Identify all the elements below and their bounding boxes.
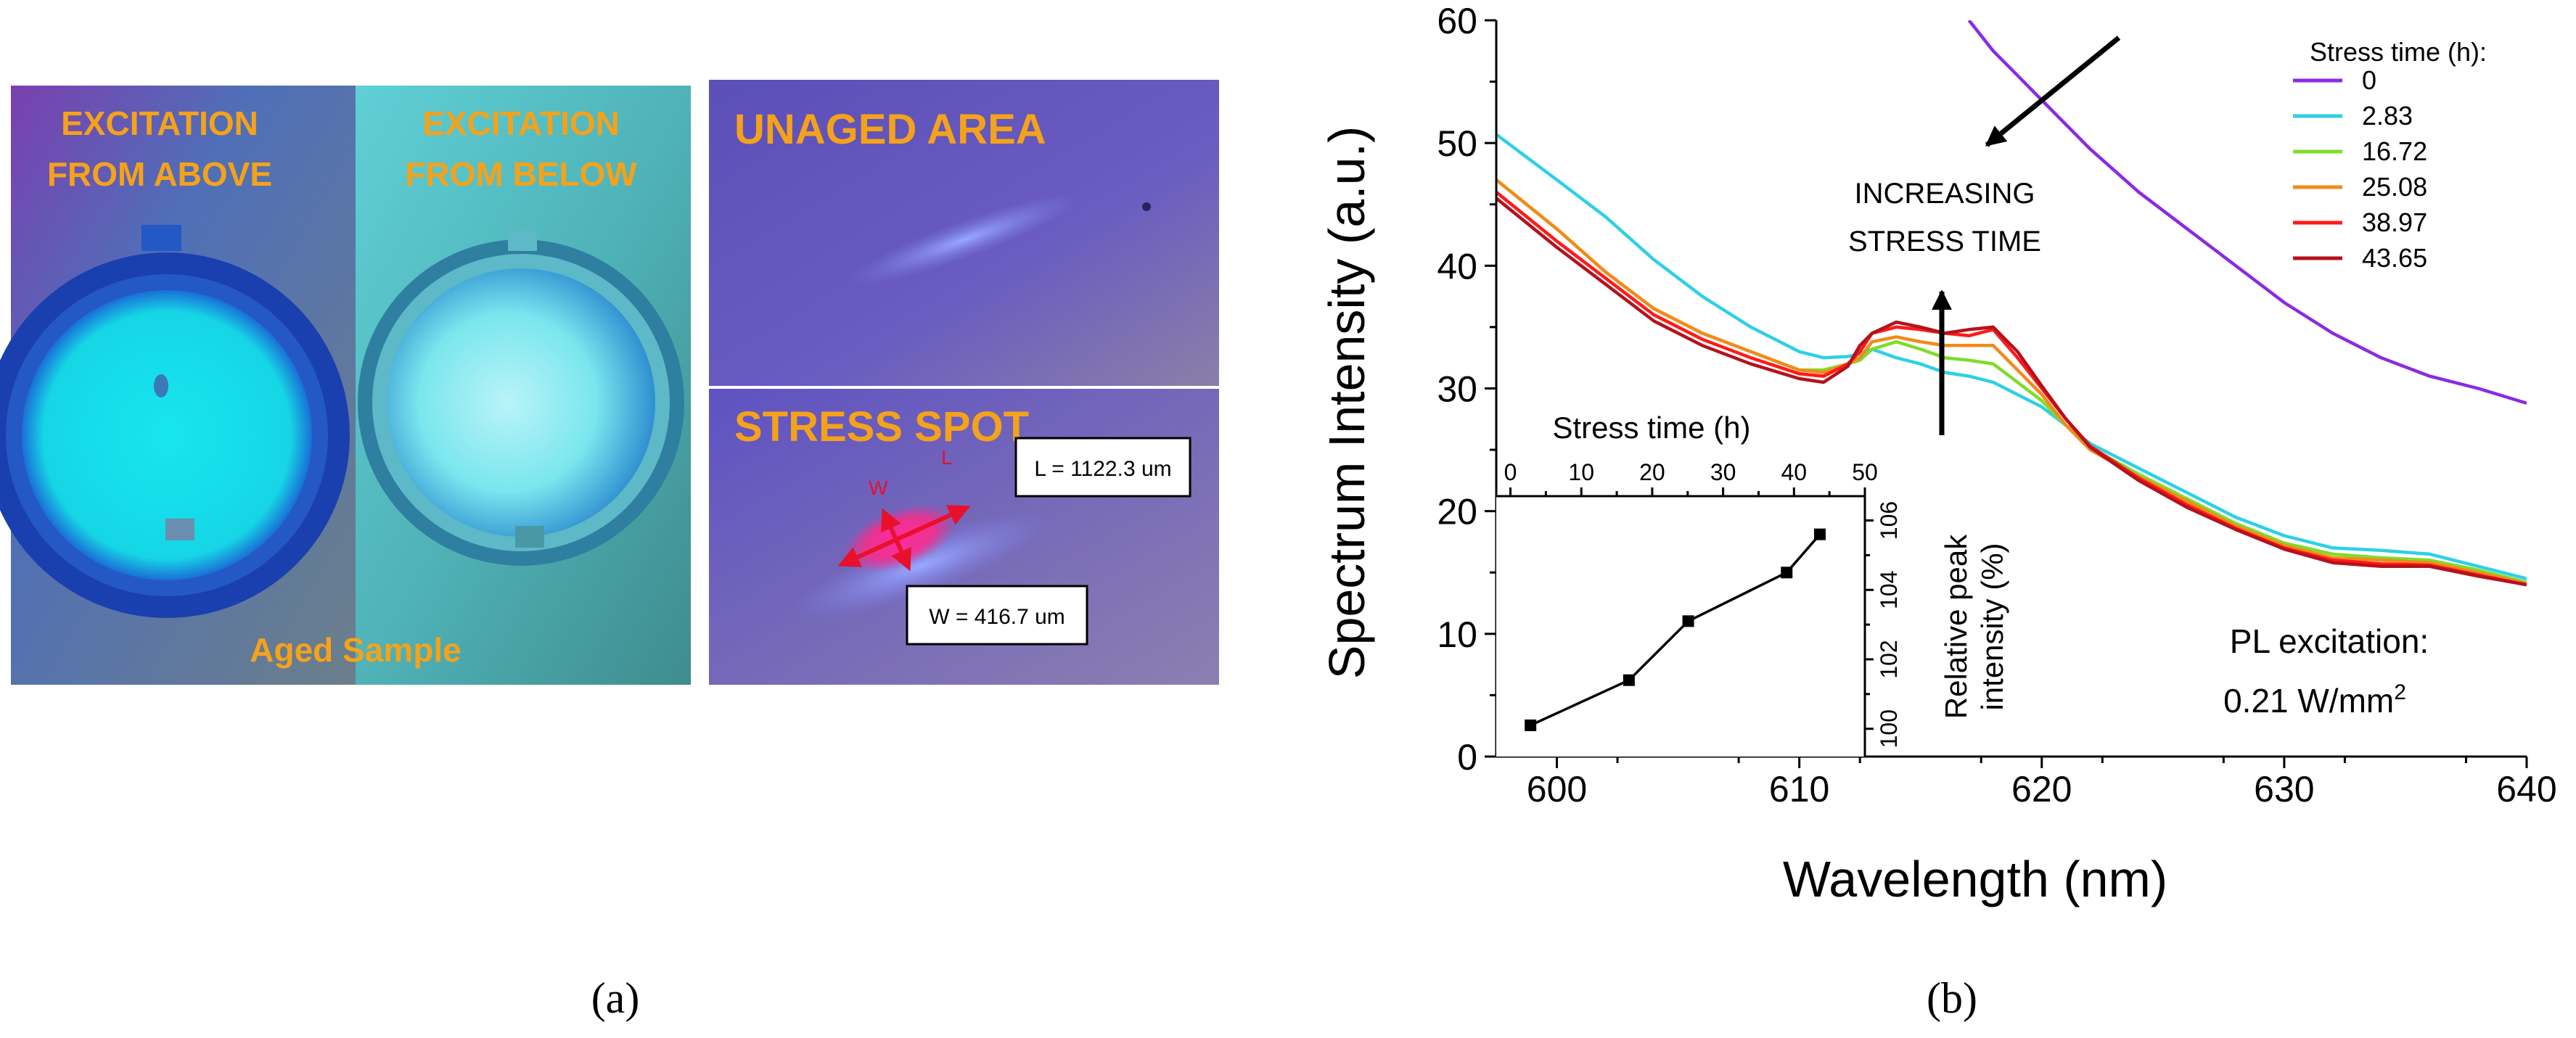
- photo-excitation-above: EXCITATION FROM ABOVE: [0, 86, 356, 685]
- inset-y-tick-label-106: 106: [1876, 501, 1902, 540]
- unaged-area-label: UNAGED AREA: [734, 106, 1046, 153]
- inset-point-16.72: [1623, 674, 1635, 686]
- w-marker: W: [869, 477, 888, 499]
- annotation-arrow-diagonal: [1985, 36, 2121, 147]
- panel-a-label: (a): [591, 974, 640, 1022]
- x-tick-label-620: 620: [2011, 769, 2072, 810]
- y-tick-label-10: 10: [1437, 614, 1477, 655]
- inset-x-tick-label-30: 30: [1710, 459, 1736, 485]
- inset-x-tick-label-10: 10: [1568, 459, 1594, 485]
- inset-background: [1496, 496, 1865, 757]
- photo-stress-spot: W L STRESS SPOT L = 1122.3 um W = 416.7 …: [709, 389, 1219, 685]
- excitation-value: 0.21 W/mm: [2223, 682, 2394, 720]
- stress-time-annotation: INCREASING STRESS TIME: [1848, 36, 2121, 435]
- excitation-superscript: 2: [2394, 680, 2406, 704]
- excitation-above-line1: EXCITATION: [61, 104, 258, 142]
- inset-point-2.83: [1525, 719, 1537, 731]
- inset-x-tick-label-20: 20: [1639, 459, 1665, 485]
- inset-point-25.08: [1682, 615, 1694, 627]
- excitation-label: PL excitation:: [2230, 622, 2429, 660]
- y-axis-title: Spectrum Intensity (a.u.): [1318, 126, 1375, 680]
- excitation-below-line2: FROM BELOW: [405, 155, 637, 193]
- inset-y-tick-label-102: 102: [1876, 640, 1902, 678]
- inset-chart: 0 10 20 30 40 50 Stress time (h) 100 102 104 106 Re…: [1496, 411, 2009, 757]
- inset-y-axis-title-line2: intensity (%): [1975, 543, 2009, 710]
- inset-x-axis-title: Stress time (h): [1552, 411, 1750, 445]
- annotation-line2: STRESS TIME: [1848, 226, 2041, 258]
- legend-label-38.97: 38.97: [2362, 207, 2427, 237]
- y-tick-label-20: 20: [1437, 492, 1477, 532]
- y-tick-label-40: 40: [1437, 246, 1477, 287]
- x-tick-label-610: 610: [1769, 769, 1829, 810]
- inset-x-tick-label-40: 40: [1781, 459, 1808, 485]
- width-arrow: [881, 508, 911, 572]
- photo-excitation-below: EXCITATION FROM BELOW Aged Sample: [250, 86, 691, 685]
- length-box: [1014, 437, 1191, 498]
- panel-a: EXCITATION FROM ABOVE EXCITATION FROM BE…: [0, 80, 1219, 1022]
- x-axis-title: Wavelength (nm): [1783, 851, 2167, 907]
- l-marker: L: [941, 446, 953, 469]
- excitation-above-line2: FROM ABOVE: [47, 155, 272, 193]
- inset-y-tick-label-104: 104: [1876, 571, 1902, 609]
- inset-y-axis-title-line1: Relative peak: [1939, 534, 1973, 719]
- inset-x-tick-label-50: 50: [1852, 459, 1878, 485]
- legend-label-2.83: 2.83: [2362, 101, 2413, 131]
- x-tick-label-630: 630: [2254, 769, 2314, 810]
- y-tick-label-50: 50: [1437, 123, 1477, 164]
- stress-spot-label: STRESS SPOT: [734, 403, 1029, 450]
- width-box: [906, 585, 1088, 646]
- length-box-text: L = 1122.3 um: [1034, 457, 1171, 481]
- legend-title: Stress time (h):: [2310, 37, 2487, 67]
- series-line-2.83: [1496, 133, 2527, 580]
- legend-label-43.65: 43.65: [2362, 243, 2427, 273]
- inset-y-tick-label-100: 100: [1876, 709, 1902, 748]
- aged-sample-label: Aged Sample: [250, 631, 461, 669]
- photo-unaged-area: UNAGED AREA: [709, 80, 1219, 386]
- series-line-25.08: [1496, 178, 2527, 585]
- annotation-line1: INCREASING: [1855, 178, 2035, 210]
- y-tick-label-30: 30: [1437, 369, 1477, 410]
- excitation-below-line1: EXCITATION: [422, 104, 620, 142]
- inset-point-43.65: [1813, 528, 1826, 540]
- y-tick-label-60: 60: [1437, 1, 1477, 41]
- inset-x-tick-label-0: 0: [1504, 459, 1517, 485]
- excitation-value-line: 0.21 W/mm2: [2223, 680, 2406, 720]
- legend-label-0: 0: [2362, 65, 2376, 95]
- x-tick-label-640: 640: [2496, 769, 2556, 810]
- y-tick-label-0: 0: [1457, 737, 1477, 778]
- panel-b-label: (b): [1927, 974, 1977, 1022]
- width-box-text: W = 416.7 um: [929, 605, 1065, 629]
- series-line-43.65: [1496, 197, 2527, 587]
- excitation-note: PL excitation: 0.21 W/mm2: [2223, 622, 2429, 720]
- legend-label-16.72: 16.72: [2362, 136, 2427, 166]
- legend-label-25.08: 25.08: [2362, 172, 2427, 202]
- x-tick-label-600: 600: [1527, 769, 1587, 810]
- series-line-0: [1967, 20, 2527, 405]
- inset-point-38.97: [1781, 567, 1793, 579]
